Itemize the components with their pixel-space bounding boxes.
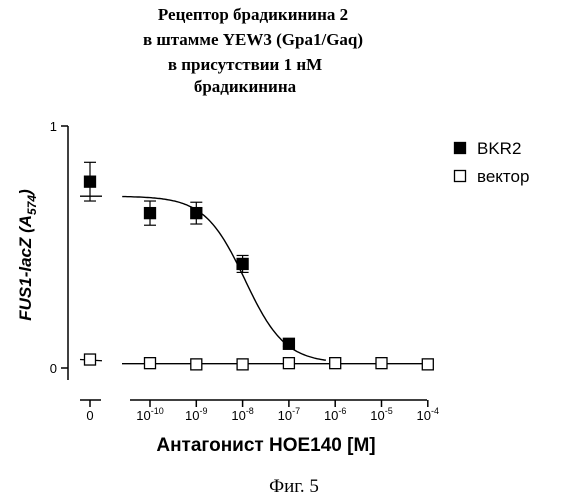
vector-point: [376, 358, 387, 369]
title-line-3: в присутствии 1 нМ: [168, 55, 322, 74]
y-axis-label: FUS1-lacZ (A574): [16, 189, 39, 321]
legend-marker-bkr2: [455, 143, 466, 154]
figure-caption: Фиг. 5: [269, 476, 319, 497]
legend-label-vector: вектор: [477, 167, 529, 186]
x-tick-label: 10-6: [324, 406, 346, 423]
vector-point: [237, 359, 248, 370]
bkr2-point: [85, 176, 96, 187]
vector-point: [422, 359, 433, 370]
bkr2-point: [283, 338, 294, 349]
x-tick-label: 10-5: [370, 406, 392, 423]
y-tick-label: 0: [50, 361, 57, 376]
bkr2-point: [191, 208, 202, 219]
fit-curves: [80, 196, 432, 363]
x-tick-label: 10-9: [185, 406, 207, 423]
legend-label-bkr2: BKR2: [477, 139, 521, 158]
title-line-1: Рецептор брадикинина 2: [158, 5, 348, 24]
legend: BKR2 вектор: [455, 139, 530, 186]
title-line-2: в штамме YEW3 (Gpa1/Gaq): [143, 30, 363, 49]
title-line-4: брадикинина: [194, 77, 297, 96]
x-tick-label: 0: [86, 408, 93, 423]
x-tick-label: 10-4: [417, 406, 439, 423]
data-points: [84, 162, 433, 370]
vector-point: [283, 358, 294, 369]
chart-title: Рецептор брадикинина 2 в штамме YEW3 (Gpa…: [143, 5, 363, 96]
bkr2-point: [145, 208, 156, 219]
legend-marker-vector: [455, 171, 466, 182]
x-tick-label: 10-8: [231, 406, 253, 423]
x-tick-label: 10-7: [278, 406, 300, 423]
bkr2-fit-curve: [122, 197, 326, 361]
axes: 0 1 0 10-10 10-9 10-8 10-7 10-6 10-5 10-4 FUS1-lac…: [16, 119, 439, 456]
x-axis-label: Антагонист HOE140 [M]: [156, 435, 375, 456]
bkr2-point: [237, 258, 248, 269]
vector-point: [191, 359, 202, 370]
x-tick-label: 10-10: [136, 406, 163, 423]
vector-point: [145, 358, 156, 369]
vector-point: [85, 354, 96, 365]
y-tick-label: 1: [50, 119, 57, 134]
vector-point: [330, 358, 341, 369]
